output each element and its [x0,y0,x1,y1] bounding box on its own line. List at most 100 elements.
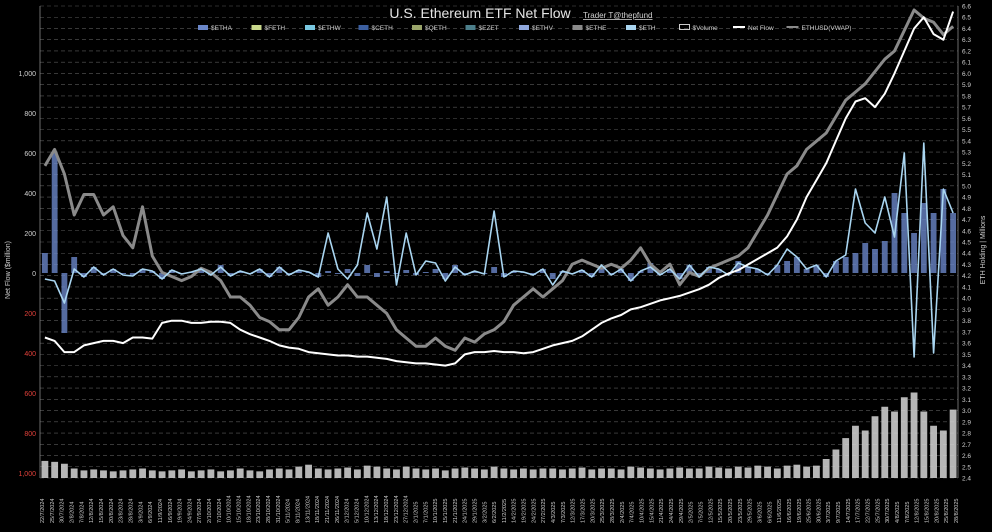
net-flow-bar [354,273,361,276]
net-flow-bar [364,265,371,273]
x-tick-label: 18/10/2024 [246,495,252,523]
legend-label: $ETHE [586,25,608,32]
legend-swatch [572,25,583,30]
right-tick-label: 2.6 [962,453,971,460]
right-tick-label: 5.1 [962,172,971,179]
volume-bar [754,465,762,478]
legend-label: $CETH [372,25,394,32]
x-tick-label: 3/7/2025 [826,502,832,523]
volume-bar [881,406,889,478]
net-flow-bar [344,269,351,273]
volume-bar [266,469,273,478]
volume-bar [217,471,225,478]
net-flow-bar [256,269,263,273]
legend-swatch [626,25,636,30]
x-tick-label: 31/10/2024 [276,495,282,523]
net-flow-bar [872,249,878,273]
x-tick-label: 28/10/2024 [266,495,272,523]
right-tick-label: 3.1 [962,397,971,404]
x-tick-label: 24/4/2025 [669,499,675,523]
volume-bar [920,411,928,478]
right-tick-label: 5.6 [962,116,971,123]
volume-bar [803,466,811,478]
net-flow-bar [627,273,634,281]
net-flow-bar [139,269,146,273]
x-tick-label: 11/9/2024 [158,499,164,523]
volume-bar [764,466,771,478]
volume-bar [324,469,332,478]
volume-bar [637,467,645,478]
x-tick-label: 30/7/2025 [885,499,891,523]
volume-bar [607,468,615,478]
net-flow-bar [393,273,400,274]
x-tick-label: 7/8/2025 [905,502,911,523]
x-tick-label: 15/8/2025 [925,499,931,523]
y-axis-label-right: ETH Holding | Millions [980,215,987,284]
legend-swatch [412,25,422,30]
net-flow-bar [471,271,478,273]
x-tick-label: 7/1/2025 [423,502,429,523]
x-tick-label: 6/9/2024 [148,502,154,523]
net-flow-bar [422,272,429,273]
x-tick-label: 14/7/2025 [846,499,852,523]
left-tick-label: 600 [24,391,36,398]
volume-bar [490,466,498,478]
x-tick-label: 5/11/2024 [286,499,292,523]
volume-bar [910,392,918,478]
volume-bar [90,469,98,478]
volume-bar [197,470,205,478]
net-flow-bar [110,269,117,273]
volume-bar [510,469,518,478]
volume-bar [793,464,801,478]
x-tick-label: 22/7/2024 [40,499,46,523]
legend-swatch [519,25,529,30]
legend-label: $Volume [693,25,719,32]
volume-bar [432,468,439,478]
net-flow-bar [159,273,166,279]
legend-label: $ETHV [532,25,554,32]
left-tick-label: 0 [32,271,36,278]
net-flow-bar [793,257,800,273]
left-tick-label: 1,000 [18,71,36,78]
legend-label: $QETH [425,25,447,32]
net-flow-bar [325,271,332,273]
net-flow-bar [618,269,625,273]
chart-title: U.S. Ethereum ETF Net Flow [389,5,571,21]
net-flow-bar [579,270,585,273]
right-tick-label: 6.3 [962,37,971,44]
x-tick-label: 12/3/2025 [571,499,577,523]
net-flow-bar [823,273,830,277]
volume-bar [139,468,146,478]
x-tick-label: 10/10/2024 [227,495,233,523]
right-tick-label: 2.9 [962,419,971,426]
volume-bar [598,468,605,478]
x-tick-label: 20/3/2025 [590,499,596,523]
net-flow-bar [452,265,458,273]
net-flow-bar [686,265,693,273]
volume-bar [900,397,908,478]
x-tick-label: 14/2/2025 [512,499,518,523]
volume-bar [314,468,322,478]
volume-bar [393,469,400,478]
right-tick-label: 2.4 [962,476,971,483]
x-tick-label: 10/4/2025 [640,499,646,523]
right-tick-label: 3.6 [962,341,971,348]
volume-bar [539,468,547,478]
volume-bars [41,392,957,478]
right-tick-label: 4.9 [962,195,971,202]
x-tick-label: 29/4/2025 [679,499,685,523]
x-tick-label: 21/4/2025 [659,499,665,523]
volume-bar [822,459,830,478]
volume-bar [617,469,625,478]
volume-bar [871,416,879,478]
volume-bar [939,430,947,478]
net-flow-bar [930,213,937,273]
volume-bar [402,466,410,478]
net-flow-bar [901,213,908,273]
x-tick-label: 30/6/2025 [816,499,822,523]
net-flow-bar [745,267,751,273]
left-tick-label: 1,000 [18,471,36,478]
right-tick-label: 6.6 [962,4,971,11]
x-tick-label: 28/3/2025 [610,499,616,523]
left-tick-label: 800 [24,111,36,118]
